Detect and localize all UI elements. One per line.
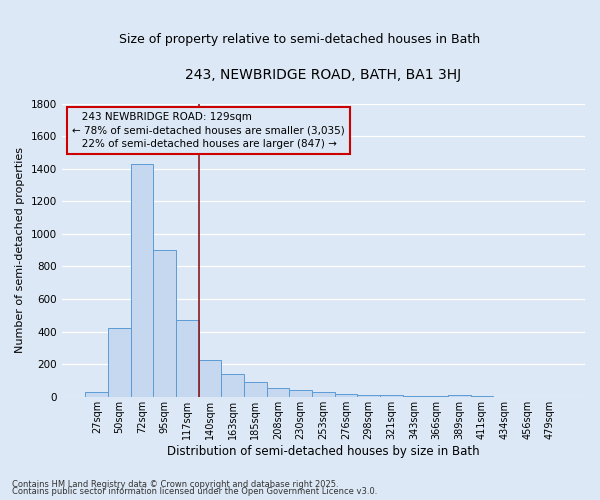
Bar — [266, 388, 289, 397]
Bar — [289, 390, 312, 397]
Bar — [221, 374, 244, 397]
Bar — [244, 382, 266, 397]
Title: 243, NEWBRIDGE ROAD, BATH, BA1 3HJ: 243, NEWBRIDGE ROAD, BATH, BA1 3HJ — [185, 68, 461, 82]
Bar — [425, 396, 448, 397]
Text: Contains public sector information licensed under the Open Government Licence v3: Contains public sector information licen… — [12, 488, 377, 496]
Bar — [403, 396, 425, 397]
Bar — [358, 395, 380, 397]
Bar — [199, 360, 221, 397]
X-axis label: Distribution of semi-detached houses by size in Bath: Distribution of semi-detached houses by … — [167, 444, 479, 458]
Y-axis label: Number of semi-detached properties: Number of semi-detached properties — [15, 147, 25, 353]
Bar — [470, 396, 493, 397]
Bar — [380, 396, 403, 397]
Text: Size of property relative to semi-detached houses in Bath: Size of property relative to semi-detach… — [119, 32, 481, 46]
Bar — [108, 328, 131, 397]
Bar — [131, 164, 154, 397]
Bar — [85, 392, 108, 397]
Text: 243 NEWBRIDGE ROAD: 129sqm
← 78% of semi-detached houses are smaller (3,035)
   : 243 NEWBRIDGE ROAD: 129sqm ← 78% of semi… — [72, 112, 345, 148]
Bar — [312, 392, 335, 397]
Bar — [154, 250, 176, 397]
Bar — [335, 394, 358, 397]
Bar — [176, 320, 199, 397]
Bar — [448, 396, 470, 397]
Text: Contains HM Land Registry data © Crown copyright and database right 2025.: Contains HM Land Registry data © Crown c… — [12, 480, 338, 489]
